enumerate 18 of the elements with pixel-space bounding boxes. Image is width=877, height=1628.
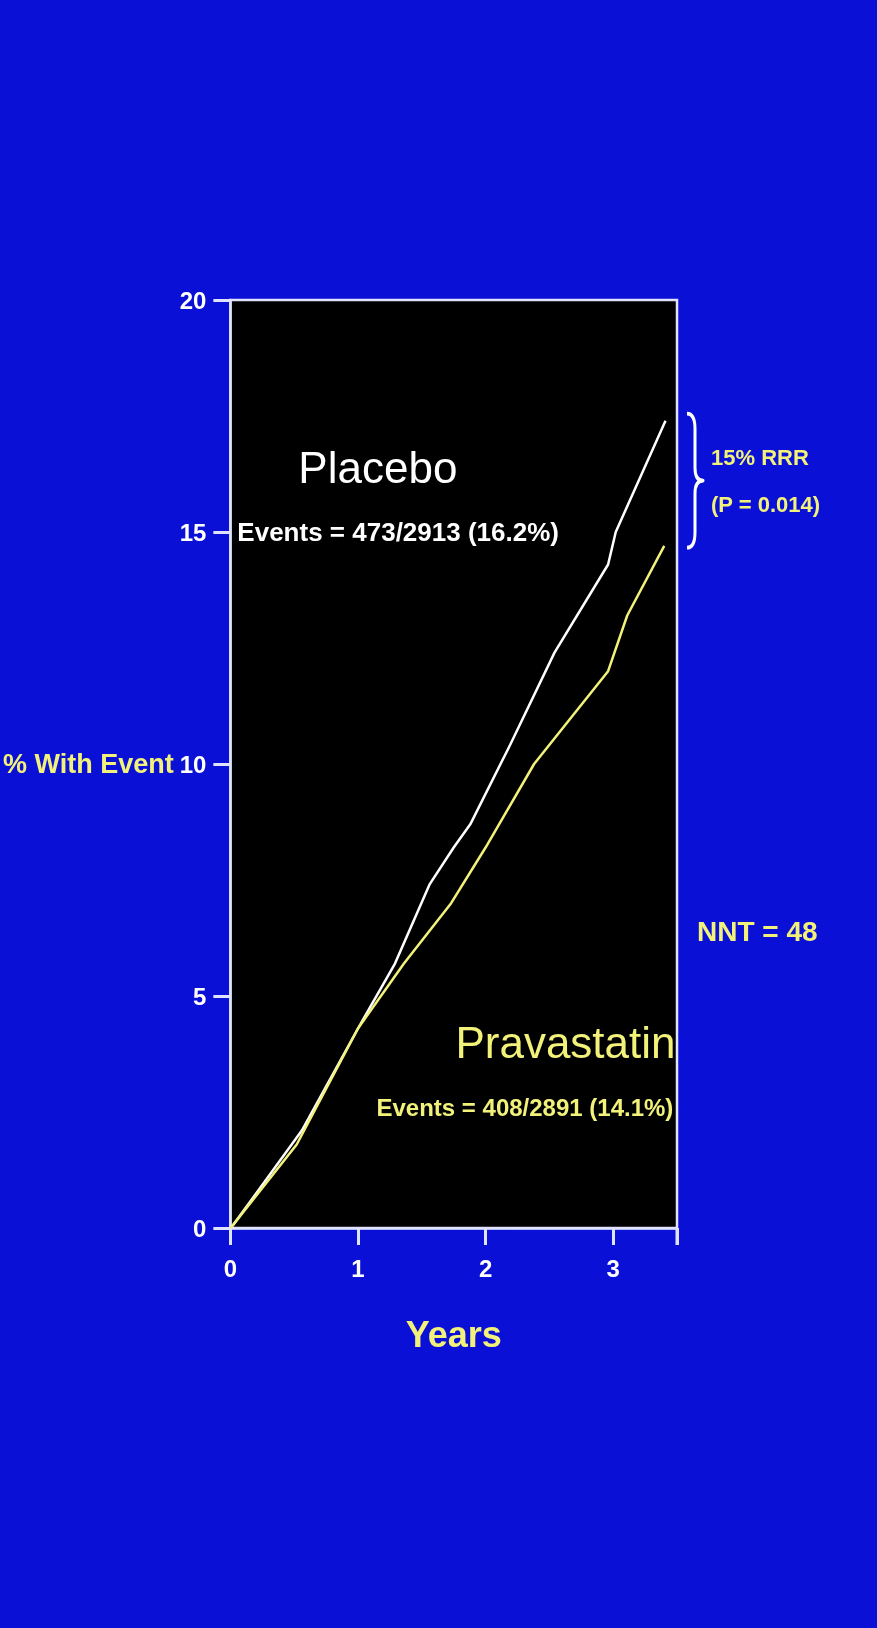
series-label: Pravastatin (455, 1017, 676, 1067)
text: (P = 0.014) (711, 491, 821, 517)
annotation: Events = 473/2913 (16.2%) (237, 517, 559, 547)
y-tick-label: 10 (179, 750, 207, 778)
x-axis-title: Years (405, 1313, 502, 1355)
x-tick-label: 3 (606, 1254, 620, 1282)
x-tick-label: 2 (478, 1254, 493, 1282)
y-tick-label: 20 (179, 286, 207, 314)
text: Placebo (298, 442, 458, 492)
x-tick-label: 0 (223, 1254, 238, 1282)
y-tick-label: 5 (193, 982, 207, 1010)
y-axis-title: % With Event (2, 749, 174, 779)
annotation: Events = 408/2891 (14.1%) (376, 1093, 674, 1121)
y-tick-label: 15 (179, 518, 207, 546)
x-tick-label: 1 (351, 1254, 365, 1282)
y-tick-label: 0 (193, 1214, 207, 1242)
text: NNT = 48 (697, 915, 818, 947)
text: 15% RRR (711, 445, 809, 471)
